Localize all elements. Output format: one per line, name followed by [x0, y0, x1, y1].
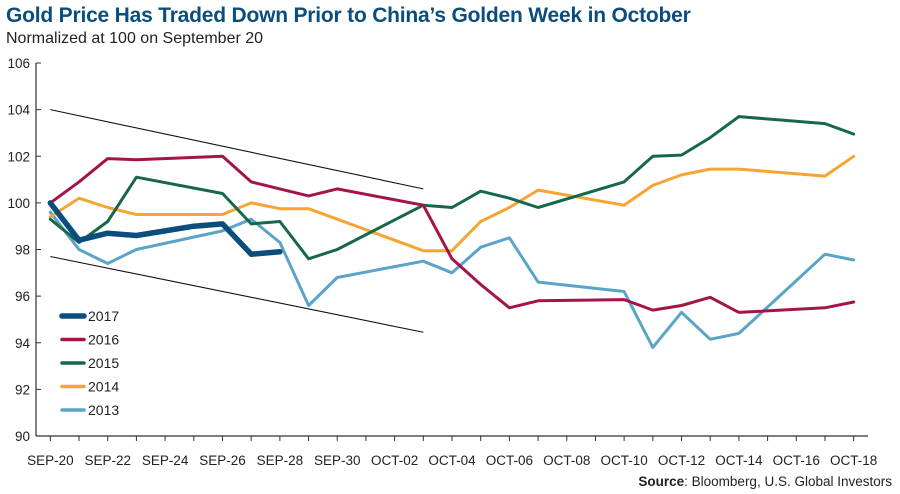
y-tick-label: 100 [7, 196, 30, 211]
source-text: : Bloomberg, U.S. Global Investors [684, 474, 892, 489]
y-tick-label: 104 [7, 103, 30, 118]
series-lines [47, 115, 856, 349]
y-tick-label: 92 [15, 382, 30, 397]
x-tick-label: OCT-04 [428, 453, 476, 468]
source-note: Source: Bloomberg, U.S. Global Investors [638, 474, 892, 489]
x-tick-label: SEP-20 [27, 453, 74, 468]
x-tick-label: OCT-06 [486, 453, 533, 468]
series-line-2014 [48, 154, 856, 253]
y-tick-label: 96 [15, 289, 30, 304]
legend-label-2013: 2013 [88, 402, 119, 418]
legend-label-2014: 2014 [88, 379, 119, 395]
x-tick-label: OCT-08 [543, 453, 590, 468]
x-tick-label: OCT-18 [830, 453, 877, 468]
x-tick-label: SEP-30 [314, 453, 361, 468]
trend-line [50, 255, 424, 333]
x-tick-label: SEP-24 [142, 453, 189, 468]
y-tick-label: 102 [7, 149, 30, 164]
legend: 2017 2016 2015 2014 2013 [59, 308, 119, 418]
x-tick-label: OCT-12 [658, 453, 705, 468]
axes: 90 92 94 96 98 100 102 104 106 SEP-20 SEP-22 SEP-24… [7, 56, 877, 468]
x-tick-label: OCT-16 [773, 453, 820, 468]
source-label: Source [638, 474, 685, 489]
x-tick-label: SEP-28 [257, 453, 304, 468]
x-tick-label: SEP-26 [199, 453, 246, 468]
y-tick-label: 94 [15, 336, 31, 351]
trend-lines [50, 109, 424, 333]
trend-line [50, 109, 424, 190]
chart-subtitle: Normalized at 100 on September 20 [6, 30, 264, 47]
series-line-2015 [48, 115, 856, 261]
x-tick-label: OCT-10 [601, 453, 648, 468]
y-tick-label: 98 [15, 243, 30, 258]
y-tick-label: 90 [15, 429, 30, 444]
series-line-2013 [48, 210, 856, 349]
legend-label-2015: 2015 [88, 355, 119, 371]
chart-title: Gold Price Has Traded Down Prior to Chin… [6, 4, 691, 27]
y-tick-label: 106 [7, 56, 30, 71]
legend-label-2017: 2017 [88, 308, 119, 324]
x-tick-label: OCT-02 [371, 453, 418, 468]
series-line-2017 [47, 200, 283, 257]
legend-label-2016: 2016 [88, 332, 119, 348]
series-line-2016 [48, 154, 856, 314]
x-tick-label: OCT-14 [715, 453, 763, 468]
x-tick-label: SEP-22 [84, 453, 131, 468]
